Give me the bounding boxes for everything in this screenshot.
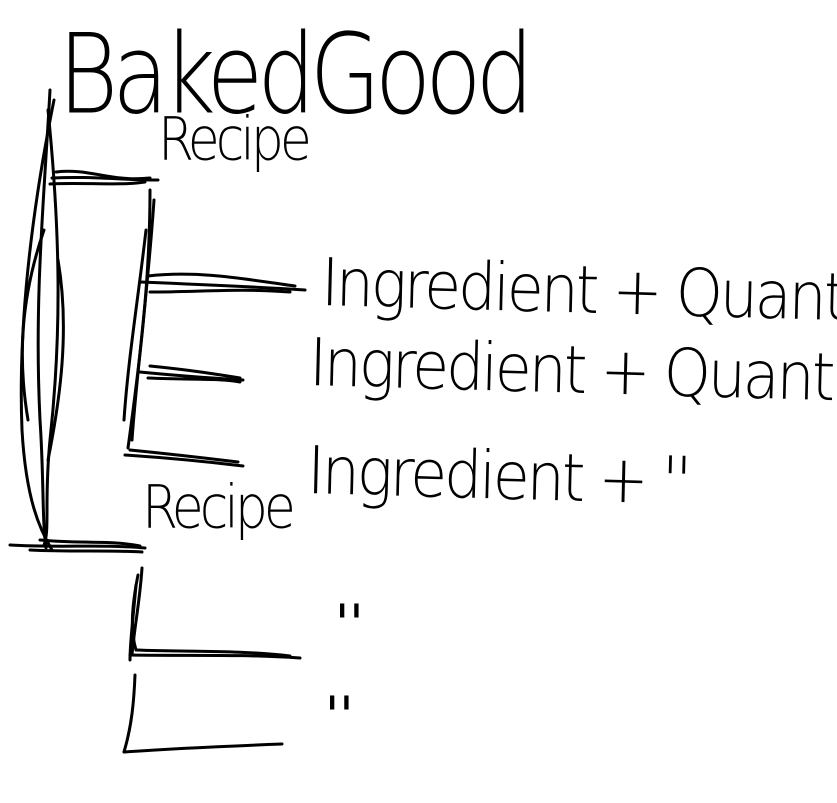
- recipe-1-branch-3: [123, 453, 245, 468]
- recipe-2-branch-2: [122, 742, 284, 754]
- root-node-label: BakedGood: [58, 10, 534, 139]
- recipe-1-branch-1: [138, 280, 307, 292]
- recipe-2-label: Recipe: [142, 473, 296, 543]
- recipe-1-item-2: Ingredient + Quantity: [308, 324, 837, 419]
- recipe-2-item-2: '': [325, 686, 354, 746]
- recipe-2-trunk-2: [122, 673, 137, 754]
- recipe-1-branch-2: [138, 370, 245, 382]
- recipe-1-label: Recipe: [158, 105, 312, 175]
- branch-recipe-2: [8, 543, 147, 550]
- root-trunk: [36, 88, 52, 550]
- branch-recipe-1: [50, 175, 160, 182]
- recipe-1-item-1: Ingredient + Quantity: [320, 244, 837, 339]
- recipe-2-branch-1: [128, 653, 302, 660]
- recipe-1-item-3: Ingredient + '': [306, 432, 690, 521]
- recipe-2-item-1: '': [335, 594, 364, 654]
- recipe-2-trunk: [130, 566, 144, 657]
